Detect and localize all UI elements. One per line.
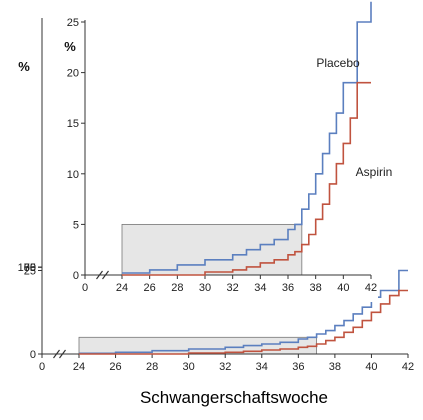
axis-break-mark — [102, 270, 109, 280]
x-tick-label: 0 — [39, 361, 45, 373]
x-tick-label: 26 — [144, 282, 156, 294]
x-tick-label: 0 — [82, 282, 88, 294]
x-tick-label: 34 — [256, 361, 268, 373]
x-tick-label: 32 — [227, 282, 239, 294]
inset-plot: 0 24 26 28 30 32 34 36 38 40 42 0 5 10 15 20 25% Placebo A… — [48, 1, 393, 302]
x-tick-label: 30 — [183, 361, 195, 373]
x-tick-label: 40 — [365, 361, 377, 373]
x-tick-label: 24 — [73, 361, 85, 373]
x-tick-label: 36 — [292, 361, 304, 373]
axis-break-mark — [96, 270, 103, 280]
y-tick-label: 0 — [73, 270, 79, 282]
axis-break-mark — [59, 349, 66, 359]
x-tick-label: 30 — [199, 282, 211, 294]
series-line-placebo — [122, 1, 372, 274]
x-tick-label: 24 — [116, 282, 128, 294]
y-tick-label: 5 — [73, 219, 79, 231]
x-tick-label: 40 — [337, 282, 349, 294]
y-tick-label: 50 — [24, 262, 36, 274]
y-tick-label: 75 — [24, 262, 36, 274]
y-axis-title: % — [64, 39, 76, 54]
x-tick-label: 26 — [109, 361, 121, 373]
highlight-box — [78, 336, 318, 355]
y-tick-label: 25 — [67, 17, 79, 29]
x-tick-label: 36 — [282, 282, 294, 294]
x-tick-label: 28 — [146, 361, 158, 373]
y-tick-label: 15 — [67, 118, 79, 130]
y-tick-label: 10 — [67, 169, 79, 181]
x-tick-label: 42 — [402, 361, 414, 373]
y-tick-label: 100 — [18, 262, 36, 274]
x-tick-label: 42 — [365, 282, 377, 294]
series-line-aspirin — [79, 289, 408, 355]
series-label-aspirin: Aspirin — [356, 165, 393, 179]
series-line-aspirin — [122, 81, 371, 276]
x-tick-label: 28 — [171, 282, 183, 294]
y-tick-label: 0 — [30, 349, 36, 361]
x-tick-label: 32 — [219, 361, 231, 373]
series-label-placebo: Placebo — [316, 56, 360, 70]
x-axis-title: Schwangerschaftswoche — [140, 388, 328, 407]
x-tick-label: 38 — [329, 361, 341, 373]
x-tick-label: 34 — [254, 282, 266, 294]
y-tick-label: 25 — [24, 266, 36, 278]
highlight-box — [121, 223, 303, 276]
y-tick-label: 20 — [67, 68, 79, 80]
y-axis-title: % — [18, 59, 30, 74]
x-tick-label: 38 — [310, 282, 322, 294]
axis-break-mark — [53, 349, 60, 359]
